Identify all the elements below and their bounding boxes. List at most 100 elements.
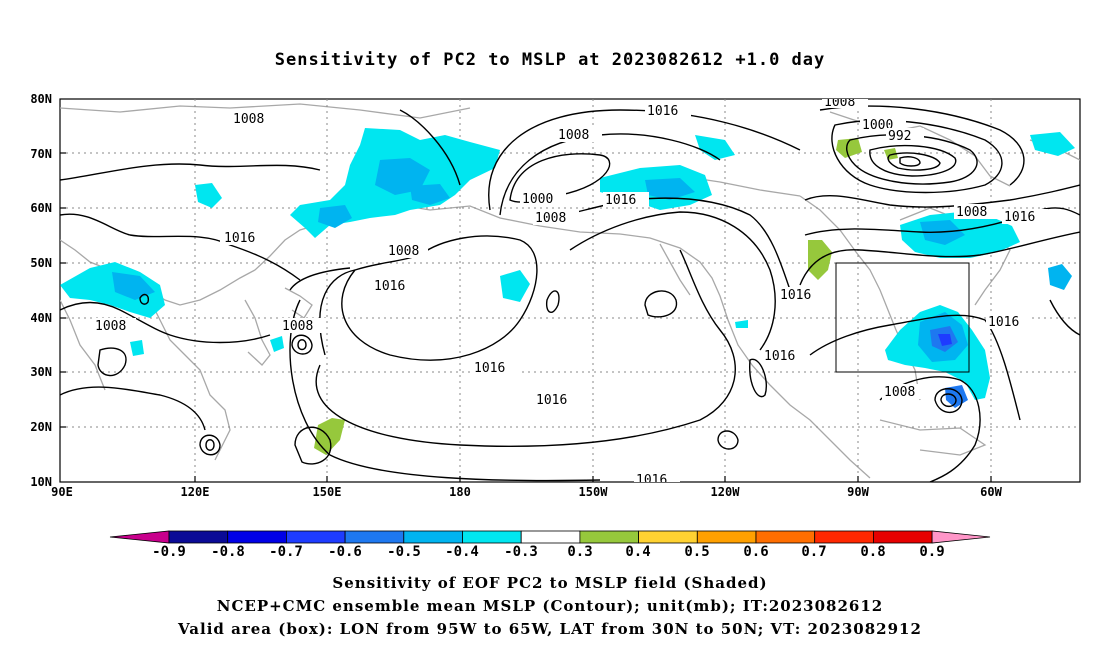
colorbar-arrow-low	[109, 530, 170, 544]
shade-patch	[195, 183, 222, 208]
map-title: Sensitivity of PC2 to MSLP at 2023082612…	[274, 50, 826, 70]
contour-label: 1016	[647, 104, 678, 119]
colorbar-label: 0.6	[743, 544, 768, 560]
contour-line	[644, 290, 678, 318]
contour-label: 1000	[522, 192, 553, 207]
contour-line	[804, 207, 1080, 236]
colorbar-segment	[579, 530, 640, 544]
y-tick-label: 80N	[30, 92, 52, 106]
x-tick-label: 120W	[711, 485, 741, 499]
colorbar-arrow-high	[931, 530, 991, 544]
y-tick-label: 70N	[30, 147, 52, 161]
shade-patch	[270, 336, 284, 352]
x-axis-labels: 90E 120E 150E 180 150W 120W 90W 60W	[51, 485, 1002, 499]
colorbar-segment	[520, 530, 581, 544]
shade-patch	[938, 334, 952, 346]
colorbar-segment	[344, 530, 405, 544]
contour-line	[199, 434, 221, 456]
x-tick-label: 150E	[313, 485, 342, 499]
shade-patch	[645, 178, 695, 200]
colorbar-label: 0.4	[625, 544, 650, 560]
contour-label: 1016	[536, 393, 567, 408]
colorbar-label: 0.7	[801, 544, 826, 560]
shade-patch	[1030, 132, 1075, 156]
contour-line	[934, 388, 963, 414]
contour-line	[887, 152, 941, 171]
shade-patch	[112, 272, 155, 300]
colorbar-segment	[403, 530, 463, 544]
colorbar-label: 0.8	[860, 544, 885, 560]
contour-line	[289, 267, 351, 291]
shade-patch	[884, 148, 898, 160]
colorbar-segment	[227, 530, 287, 544]
colorbar-label: -0.3	[504, 544, 538, 560]
colorbar-segment	[814, 530, 874, 544]
contour-line	[1049, 299, 1080, 336]
shade-patch	[318, 205, 352, 228]
contour-line	[809, 314, 1021, 421]
contour-label: 1016	[224, 231, 255, 246]
colorbar-segment	[168, 530, 229, 544]
contour-label: 1008	[95, 319, 126, 334]
colorbar-label: -0.9	[152, 544, 186, 560]
contour-label: 1008	[956, 205, 987, 220]
contour-line	[205, 439, 215, 451]
contour-label: 1008	[558, 128, 589, 143]
colorbar-segment	[873, 530, 933, 544]
colorbar-label: -0.6	[328, 544, 362, 560]
y-tick-label: 50N	[30, 256, 52, 270]
contour-line	[569, 211, 776, 351]
contour-line	[869, 144, 957, 177]
contour-label: 992	[888, 129, 911, 144]
contour-label: 1008	[824, 95, 855, 110]
y-tick-label: 30N	[30, 365, 52, 379]
colorbar-label: 0.3	[567, 544, 592, 560]
colorbar-segment	[285, 530, 346, 544]
contour-line	[291, 334, 313, 355]
contour-label: 1016	[474, 361, 505, 376]
contour-label: 1008	[535, 211, 566, 226]
colorbar-segment	[462, 530, 522, 544]
contour-label: 1016	[636, 473, 667, 488]
contour-label: 1000	[862, 118, 893, 133]
contour-line	[399, 109, 461, 186]
contour-line	[294, 426, 332, 465]
shade-patch	[808, 240, 832, 280]
contour-line	[879, 376, 981, 482]
colorbar-segment	[696, 530, 757, 544]
colorbar-label: 0.9	[919, 544, 944, 560]
contour-line	[819, 105, 1025, 186]
colorbar	[109, 530, 991, 544]
mslp-contours	[60, 105, 1080, 482]
colorbar-label: -0.5	[387, 544, 421, 560]
contour-line	[60, 301, 271, 344]
x-tick-label: 60W	[980, 485, 1002, 499]
contour-line	[539, 197, 791, 291]
shade-patch	[735, 320, 748, 328]
contour-line	[799, 231, 1080, 286]
colorbar-segment	[638, 530, 698, 544]
contour-line	[749, 358, 767, 398]
y-tick-label: 60N	[30, 201, 52, 215]
x-tick-label: 90E	[51, 485, 73, 499]
x-tick-label: 90W	[847, 485, 869, 499]
contour-line	[488, 109, 801, 211]
caption-shading: Sensitivity of EOF PC2 to MSLP field (Sh…	[332, 574, 768, 592]
shade-patch	[410, 184, 450, 205]
x-tick-label: 180	[449, 485, 471, 499]
x-tick-label: 120E	[181, 485, 210, 499]
x-tick-label: 150W	[579, 485, 609, 499]
contour-label: 1016	[780, 288, 811, 303]
y-axis-labels: 80N 70N 60N 50N 40N 30N 20N 10N	[30, 92, 52, 489]
contour-label: 1016	[764, 349, 795, 364]
contour-label: 1016	[374, 279, 405, 294]
contour-line	[831, 119, 1003, 194]
lat-lon-grid	[60, 99, 1080, 482]
map-frame	[59, 98, 1081, 483]
contour-label: 1008	[388, 244, 419, 259]
caption-valid-area: Valid area (box): LON from 95W to 65W, L…	[178, 620, 922, 638]
colorbar-label: -0.7	[269, 544, 303, 560]
y-tick-label: 20N	[30, 420, 52, 434]
shade-patch	[836, 138, 862, 158]
